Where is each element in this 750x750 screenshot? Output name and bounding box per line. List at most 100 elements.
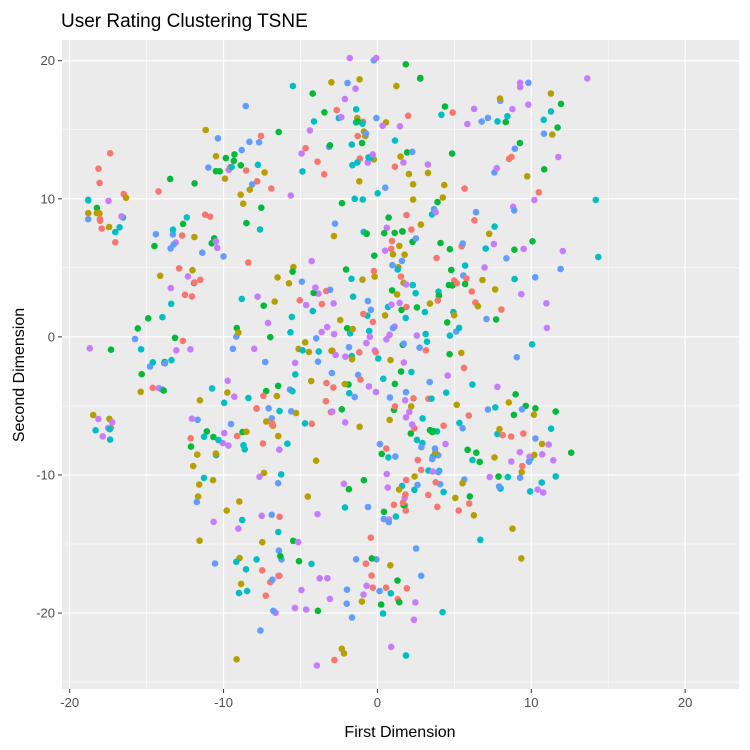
data-point xyxy=(254,161,262,169)
data-point xyxy=(385,214,392,221)
data-point xyxy=(238,146,245,154)
data-point xyxy=(435,468,442,476)
data-point xyxy=(84,209,92,217)
data-point xyxy=(463,275,470,282)
data-point xyxy=(294,538,302,546)
data-point xyxy=(352,85,359,92)
data-point xyxy=(345,485,353,493)
data-point xyxy=(376,587,383,595)
data-point xyxy=(360,591,367,598)
data-point xyxy=(540,116,547,124)
data-point xyxy=(221,175,229,182)
data-point xyxy=(402,388,410,396)
data-point xyxy=(484,114,492,122)
data-point xyxy=(287,408,295,415)
data-point xyxy=(391,380,399,388)
data-point xyxy=(215,436,222,444)
data-point xyxy=(387,245,395,253)
data-point xyxy=(386,331,393,339)
data-point xyxy=(444,372,452,379)
data-point xyxy=(308,257,316,265)
data-point xyxy=(183,214,191,221)
data-point xyxy=(268,185,275,192)
data-point xyxy=(434,198,441,206)
data-point xyxy=(428,395,435,403)
data-point xyxy=(285,280,293,287)
data-point xyxy=(106,436,114,443)
data-point xyxy=(367,534,375,541)
data-point xyxy=(518,406,526,413)
data-point xyxy=(171,334,179,342)
data-point xyxy=(253,178,261,185)
data-point xyxy=(296,297,304,304)
data-point xyxy=(424,161,432,168)
data-point xyxy=(446,350,453,358)
data-point xyxy=(465,500,473,507)
data-point xyxy=(277,552,284,560)
data-point xyxy=(441,103,449,110)
data-point xyxy=(318,300,326,308)
data-point xyxy=(274,274,281,281)
data-point xyxy=(237,580,245,588)
data-point xyxy=(223,507,230,514)
data-point xyxy=(261,169,268,176)
data-point xyxy=(409,181,417,188)
data-point xyxy=(362,130,370,137)
data-point xyxy=(200,433,208,441)
data-point xyxy=(402,507,410,514)
data-point xyxy=(343,600,351,607)
data-point xyxy=(402,281,410,288)
data-point xyxy=(344,79,351,87)
data-point xyxy=(96,210,103,217)
data-point xyxy=(259,440,267,447)
data-point xyxy=(408,226,415,233)
data-point xyxy=(276,407,283,415)
data-point xyxy=(323,323,331,331)
data-point xyxy=(367,306,375,314)
x-tick-label: 0 xyxy=(374,695,381,710)
data-point xyxy=(196,537,203,544)
data-point xyxy=(248,181,256,188)
data-point xyxy=(265,405,272,412)
data-point xyxy=(289,82,297,90)
data-point xyxy=(449,109,457,116)
data-point xyxy=(194,493,202,500)
data-point xyxy=(242,167,250,174)
data-point xyxy=(364,503,372,511)
data-point xyxy=(525,79,532,87)
data-point xyxy=(354,132,362,140)
data-point xyxy=(161,360,169,367)
data-point xyxy=(422,347,430,354)
data-point xyxy=(383,470,391,478)
data-point xyxy=(167,300,175,308)
data-point xyxy=(160,387,167,394)
data-point xyxy=(432,479,440,486)
data-point xyxy=(419,415,426,422)
data-point xyxy=(348,141,356,148)
data-point xyxy=(271,298,279,305)
data-point xyxy=(213,244,221,252)
data-point xyxy=(400,340,408,348)
data-point xyxy=(431,445,439,452)
data-point xyxy=(258,204,265,211)
data-point xyxy=(298,586,305,594)
data-point xyxy=(326,142,334,149)
data-point xyxy=(194,416,201,424)
data-point xyxy=(445,281,453,289)
data-point xyxy=(474,302,482,310)
data-point xyxy=(224,377,231,385)
data-point xyxy=(446,245,454,253)
data-point xyxy=(507,433,515,440)
data-point xyxy=(453,401,461,409)
data-point xyxy=(509,525,516,532)
data-point xyxy=(532,435,539,442)
data-point xyxy=(152,230,160,238)
data-point xyxy=(166,175,174,183)
data-point xyxy=(388,287,396,294)
data-point xyxy=(482,245,490,252)
data-point xyxy=(470,105,478,113)
data-point xyxy=(391,229,399,237)
data-point xyxy=(384,484,392,491)
data-point xyxy=(301,420,309,427)
data-point xyxy=(203,428,211,435)
